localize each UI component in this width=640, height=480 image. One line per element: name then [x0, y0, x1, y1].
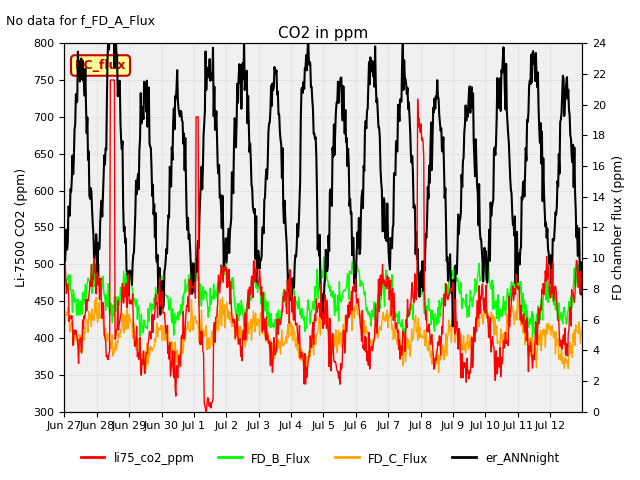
Y-axis label: Li-7500 CO2 (ppm): Li-7500 CO2 (ppm) [15, 168, 28, 287]
Y-axis label: FD chamber flux (ppm): FD chamber flux (ppm) [612, 155, 625, 300]
Text: BC_flux: BC_flux [75, 59, 126, 72]
Text: No data for f_FD_A_Flux: No data for f_FD_A_Flux [6, 14, 156, 27]
Title: CO2 in ppm: CO2 in ppm [278, 25, 369, 41]
Legend: li75_co2_ppm, FD_B_Flux, FD_C_Flux, er_ANNnight: li75_co2_ppm, FD_B_Flux, FD_C_Flux, er_A… [76, 447, 564, 469]
